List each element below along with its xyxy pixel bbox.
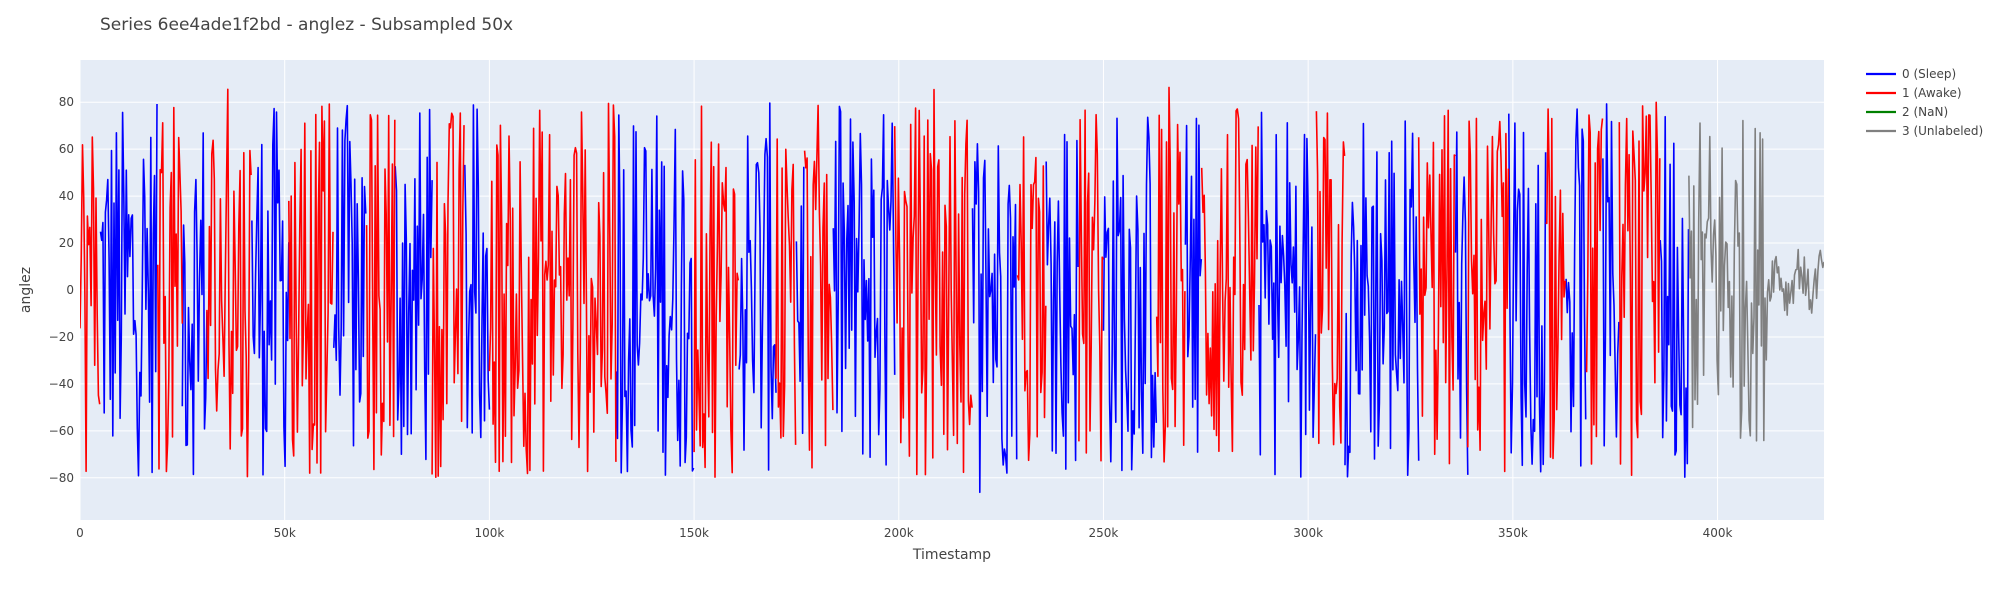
y-tick-label: −60: [49, 424, 74, 438]
series-line-1: [288, 103, 334, 474]
series-line-1: [431, 112, 465, 479]
series-line-0: [738, 102, 777, 471]
x-tick-label: 0: [76, 526, 84, 540]
series-line-0: [1602, 103, 1620, 447]
y-tick-label: 80: [59, 95, 74, 109]
series-line-1: [1585, 114, 1604, 465]
y-tick-label: 40: [59, 189, 74, 203]
series-line-1: [1545, 108, 1567, 460]
legend-label: 1 (Awake): [1902, 86, 1962, 100]
legend-label: 2 (NaN): [1902, 105, 1948, 119]
series-line-0: [333, 104, 367, 447]
series-line-0: [795, 166, 805, 435]
series-line-0: [1659, 115, 1690, 478]
x-tick-label: 300k: [1293, 526, 1323, 540]
series-line-1: [775, 138, 797, 445]
y-tick-label: 20: [59, 236, 74, 250]
series-line-1: [1200, 108, 1259, 453]
grid-lines: [79, 60, 1824, 520]
series-line-0: [1454, 131, 1469, 475]
x-axis-title: Timestamp: [912, 547, 991, 563]
series-line-1: [1016, 136, 1047, 462]
series-line-1: [1078, 109, 1105, 462]
y-tick-label: −80: [49, 471, 74, 485]
series-line-0: [464, 104, 491, 439]
legend-label: 3 (Unlabeled): [1902, 124, 1983, 138]
series-line-1: [1155, 86, 1186, 463]
x-tick-label: 50k: [274, 526, 296, 540]
series-lines: [80, 86, 1824, 494]
series-line-1: [1467, 117, 1510, 473]
series-line-1: [693, 105, 740, 478]
series-line-0: [1184, 117, 1203, 453]
series-line-1: [1618, 101, 1661, 477]
series-line-0: [1102, 116, 1158, 472]
series-line-0: [971, 143, 1018, 494]
series-line-3: [1688, 119, 1824, 442]
series-line-1: [80, 136, 101, 473]
legend: 0 (Sleep) 1 (Awake) 2 (NaN) 3 (Unlabeled): [1866, 67, 1983, 138]
series-line-0: [99, 103, 158, 477]
series-line-0: [181, 132, 208, 476]
y-tick-label: −40: [49, 377, 74, 391]
y-tick-label: 0: [66, 283, 74, 297]
x-tick-label: 400k: [1703, 526, 1733, 540]
legend-label: 0 (Sleep): [1902, 67, 1956, 81]
series-line-0: [1045, 133, 1079, 470]
series-line-0: [832, 105, 896, 466]
series-line-1: [1417, 109, 1456, 465]
series-line-0: [1565, 108, 1587, 467]
series-line-0: [615, 114, 695, 476]
y-tick-label: −20: [49, 330, 74, 344]
series-line-0: [251, 107, 290, 476]
x-tick-label: 350k: [1498, 526, 1528, 540]
plot-clip-group: [80, 86, 1824, 494]
x-tick-label: 200k: [884, 526, 914, 540]
y-axis-ticks: −80 −60 −40 −20 0 20 40 60 80: [49, 95, 74, 485]
series-line-1: [365, 114, 396, 471]
x-tick-label: 150k: [679, 526, 709, 540]
series-line-0: [1258, 111, 1317, 478]
x-tick-label: 250k: [1089, 526, 1119, 540]
series-line-0: [394, 108, 433, 461]
series-line-1: [157, 106, 184, 473]
y-tick-label: 60: [59, 142, 74, 156]
series-line-1: [803, 104, 834, 469]
series-line-0: [1344, 120, 1420, 478]
series-line-1: [1315, 111, 1346, 446]
x-tick-label: 100k: [474, 526, 504, 540]
chart-title: Series 6ee4ade1f2bd - anglez - Subsample…: [100, 15, 513, 35]
series-line-1: [893, 88, 973, 476]
x-axis-ticks: 0 50k 100k 150k 200k 250k 300k 350k 400k: [76, 526, 1732, 540]
y-axis-title: anglez: [18, 267, 34, 313]
series-line-0: [1508, 113, 1547, 473]
series-line-1: [206, 88, 252, 478]
series-line-1: [488, 102, 617, 475]
